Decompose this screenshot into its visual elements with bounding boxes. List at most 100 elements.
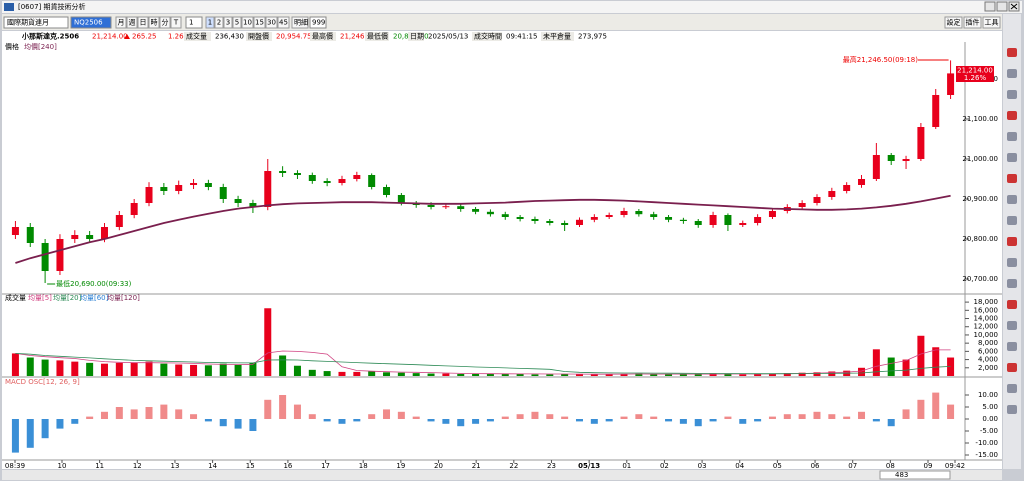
x-tick-label: 03 [698, 462, 707, 470]
tool-icon[interactable] [1007, 342, 1017, 351]
macd-bar [204, 419, 212, 422]
minute-button[interactable] [223, 16, 233, 29]
macd-bar [26, 419, 34, 448]
period-label: 分 [162, 18, 169, 27]
maximize-button[interactable] [996, 1, 1008, 12]
tool-icon[interactable] [1007, 216, 1017, 225]
macd-bar [279, 395, 287, 419]
tool-icon[interactable] [1007, 279, 1017, 288]
field-label: 開盤價 [248, 32, 269, 41]
field-label: 成交量 [186, 32, 207, 41]
minute-button[interactable] [253, 16, 266, 29]
count-text: 999 [312, 19, 325, 27]
y-tick-label: 10.00 [978, 391, 998, 399]
scroll-box[interactable] [879, 470, 951, 480]
tool-icon[interactable] [1007, 111, 1017, 120]
volume-bar [442, 373, 450, 376]
macd-bar [486, 419, 494, 422]
period-button[interactable] [148, 16, 160, 29]
tool-icon[interactable] [1007, 321, 1017, 330]
macd-bar [516, 414, 524, 419]
candle-body [383, 187, 391, 195]
macd-bar [754, 419, 762, 422]
x-tick-label: 08:39 [5, 462, 25, 470]
x-tick-label: 09 [924, 462, 933, 470]
macd-bar [650, 416, 658, 419]
y-tick-label: 6,000 [978, 347, 998, 355]
minute-label: 2 [217, 19, 221, 27]
x-tick-label: 10 [58, 462, 67, 470]
candle-body [872, 155, 880, 179]
detail-button[interactable] [291, 16, 309, 29]
window-controls[interactable] [984, 1, 1020, 12]
x-tick-label: 06 [811, 462, 820, 470]
volume-bar [605, 374, 613, 376]
interval-field[interactable] [185, 16, 203, 29]
candle-body [115, 215, 123, 227]
detail-label: 明細 [294, 18, 308, 27]
tool-icon[interactable] [1007, 405, 1017, 414]
tool-icon[interactable] [1007, 69, 1017, 78]
volume-bar [516, 373, 524, 376]
period-button[interactable] [159, 16, 171, 29]
tool-icon[interactable] [1007, 363, 1017, 372]
macd-bar [219, 419, 227, 427]
count-field[interactable] [309, 16, 327, 29]
minute-button[interactable] [277, 16, 290, 29]
candle-body [516, 217, 524, 219]
volume-legend: 成交量 [5, 293, 26, 302]
tool-icon[interactable] [1007, 90, 1017, 99]
minute-button[interactable] [232, 16, 242, 29]
macd-bar [694, 419, 702, 427]
tool-icon[interactable] [1007, 174, 1017, 183]
period-button[interactable] [126, 16, 138, 29]
volume-legend: 均量[60] [80, 293, 109, 302]
x-tick-label: 02 [660, 462, 669, 470]
x-tick-label: 18 [359, 462, 368, 470]
tool-icon[interactable] [1007, 384, 1017, 393]
tool-icon[interactable] [1007, 237, 1017, 246]
tool-icon[interactable] [1007, 153, 1017, 162]
macd-bar [947, 404, 955, 419]
period-button[interactable] [170, 16, 182, 29]
period-label: 月 [118, 19, 125, 27]
tool-icon[interactable] [1007, 132, 1017, 141]
volume-bar [71, 361, 79, 376]
tool-button[interactable] [963, 16, 982, 29]
symbol-field[interactable] [70, 16, 112, 29]
minute-button[interactable] [265, 16, 278, 29]
volume-bar [917, 335, 925, 376]
minute-button[interactable] [241, 16, 254, 29]
volume-bar [724, 373, 732, 376]
tool-icon[interactable] [1007, 48, 1017, 57]
macd-bar [190, 414, 198, 419]
minimize-button[interactable] [984, 1, 996, 12]
macd-bar [724, 416, 732, 419]
y-tick-label: 16,000 [974, 306, 999, 314]
volume-bar [293, 365, 301, 376]
tool-button[interactable] [982, 16, 1001, 29]
tool-button[interactable] [944, 16, 963, 29]
market-name: 國際期貨連月 [7, 18, 49, 27]
market-dropdown[interactable] [3, 16, 69, 29]
macd-bar [709, 419, 717, 422]
period-button[interactable] [137, 16, 149, 29]
volume-bar [887, 357, 895, 376]
macd-bar [41, 419, 49, 439]
x-tick-label: 20 [434, 462, 443, 470]
field-value: 236,430 [215, 33, 244, 41]
candle-body [932, 95, 940, 127]
volume-bar [115, 362, 123, 376]
y-tick-label: 10,000 [974, 331, 999, 339]
tool-icon[interactable] [1007, 300, 1017, 309]
x-tick-label: 23 [547, 462, 556, 470]
chart-area [2, 42, 1002, 469]
minute-button[interactable] [214, 16, 224, 29]
volume-bar [160, 363, 168, 376]
tool-icon[interactable] [1007, 195, 1017, 204]
tool-icon[interactable] [1007, 258, 1017, 267]
candle-body [858, 179, 866, 185]
period-button[interactable] [115, 16, 127, 29]
scrollbar[interactable] [2, 470, 1002, 480]
minute-button[interactable] [205, 16, 215, 29]
